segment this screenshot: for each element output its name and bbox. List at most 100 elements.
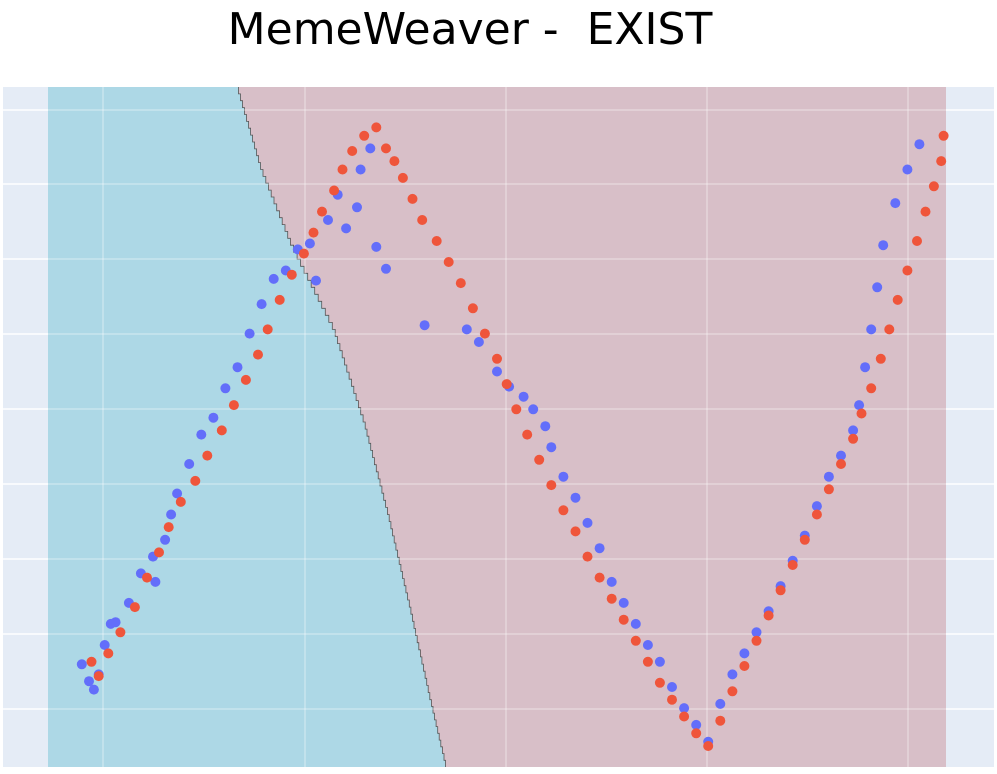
point-s0-24 [304,238,315,249]
point-s1-28 [397,172,408,183]
point-s1-43 [570,526,581,537]
point-s1-8 [175,496,186,507]
point-s0-75 [914,139,925,150]
point-s1-25 [371,122,382,133]
point-s1-68 [866,383,877,394]
point-s1-1 [93,671,104,682]
point-s0-26 [323,215,333,225]
point-s0-12 [166,509,177,520]
point-s0-68 [854,400,865,411]
point-s0-54 [691,719,702,730]
point-s1-63 [811,509,822,520]
point-s0-36 [473,337,484,347]
point-s1-5 [142,572,152,583]
point-s1-29 [407,193,418,204]
point-s1-6 [154,547,164,558]
point-s1-72 [902,265,913,276]
point-s1-12 [228,400,239,411]
point-s0-48 [618,597,629,608]
point-s1-33 [455,278,466,289]
point-s1-19 [308,227,319,238]
point-s0-32 [371,241,382,252]
point-s0-11 [160,534,171,545]
point-s1-0 [86,656,97,667]
point-s1-61 [787,560,798,570]
point-s1-26 [381,143,391,154]
point-s0-14 [184,459,195,469]
point-s0-52 [667,682,677,692]
point-s1-3 [115,627,126,638]
point-s0-70 [866,324,877,335]
point-s1-74 [920,206,931,217]
decision-boundary [238,87,446,767]
point-s0-13 [172,488,183,499]
point-s0-19 [244,328,255,339]
point-s0-37 [492,366,502,377]
point-s0-35 [461,324,472,335]
point-s1-47 [618,614,629,625]
point-s0-31 [365,143,376,154]
point-s0-34 [419,320,430,331]
point-s1-13 [240,374,251,385]
point-s1-71 [892,294,903,305]
point-s1-41 [546,480,557,491]
point-s1-27 [389,156,400,167]
point-s1-59 [763,610,774,621]
point-s0-25 [311,275,321,286]
point-s0-30 [355,164,366,175]
point-s0-29 [352,202,362,213]
point-s1-67 [856,408,867,419]
point-s1-54 [703,741,714,751]
point-s0-67 [848,425,859,436]
point-s1-51 [667,694,677,705]
point-s1-21 [329,185,340,196]
point-s0-42 [546,442,557,453]
point-s1-76 [936,156,947,167]
point-s0-69 [860,362,871,373]
point-s1-58 [751,635,762,646]
point-s0-44 [570,492,581,503]
point-s1-55 [715,715,726,726]
point-s1-34 [467,303,478,314]
point-s0-73 [890,198,901,209]
point-s1-70 [884,324,895,335]
chart-title: MemeWeaver - EXIST [227,4,713,55]
point-s1-22 [337,164,348,175]
point-s1-75 [928,181,939,192]
point-s1-57 [739,661,750,671]
point-s1-37 [501,379,512,390]
point-s1-20 [317,206,327,217]
point-s1-38 [511,404,522,415]
point-s0-65 [823,471,834,482]
region-a [48,87,446,767]
point-s1-48 [630,635,641,646]
point-s0-64 [811,501,822,512]
point-s0-59 [751,627,762,638]
point-s1-52 [679,711,690,722]
point-s1-7 [163,522,174,533]
point-s0-74 [902,164,913,175]
point-s0-40 [528,404,539,415]
point-s1-53 [691,728,702,739]
point-s0-56 [715,698,726,709]
point-s1-35 [479,328,490,339]
point-s1-49 [642,656,653,667]
point-s0-39 [518,391,529,402]
point-s0-17 [220,383,231,394]
point-s1-56 [727,686,738,697]
point-s0-66 [836,450,846,461]
point-s1-10 [202,450,213,461]
point-s1-42 [558,505,569,516]
point-s1-45 [594,572,605,583]
point-s1-36 [492,353,502,364]
point-s0-2 [88,684,99,695]
point-s0-43 [558,471,569,482]
point-s1-15 [262,324,273,335]
point-s0-72 [878,240,889,251]
point-s0-28 [341,223,352,234]
point-s1-31 [431,236,442,246]
point-s1-60 [775,585,786,596]
point-s0-6 [110,617,121,628]
point-s1-40 [534,454,545,465]
